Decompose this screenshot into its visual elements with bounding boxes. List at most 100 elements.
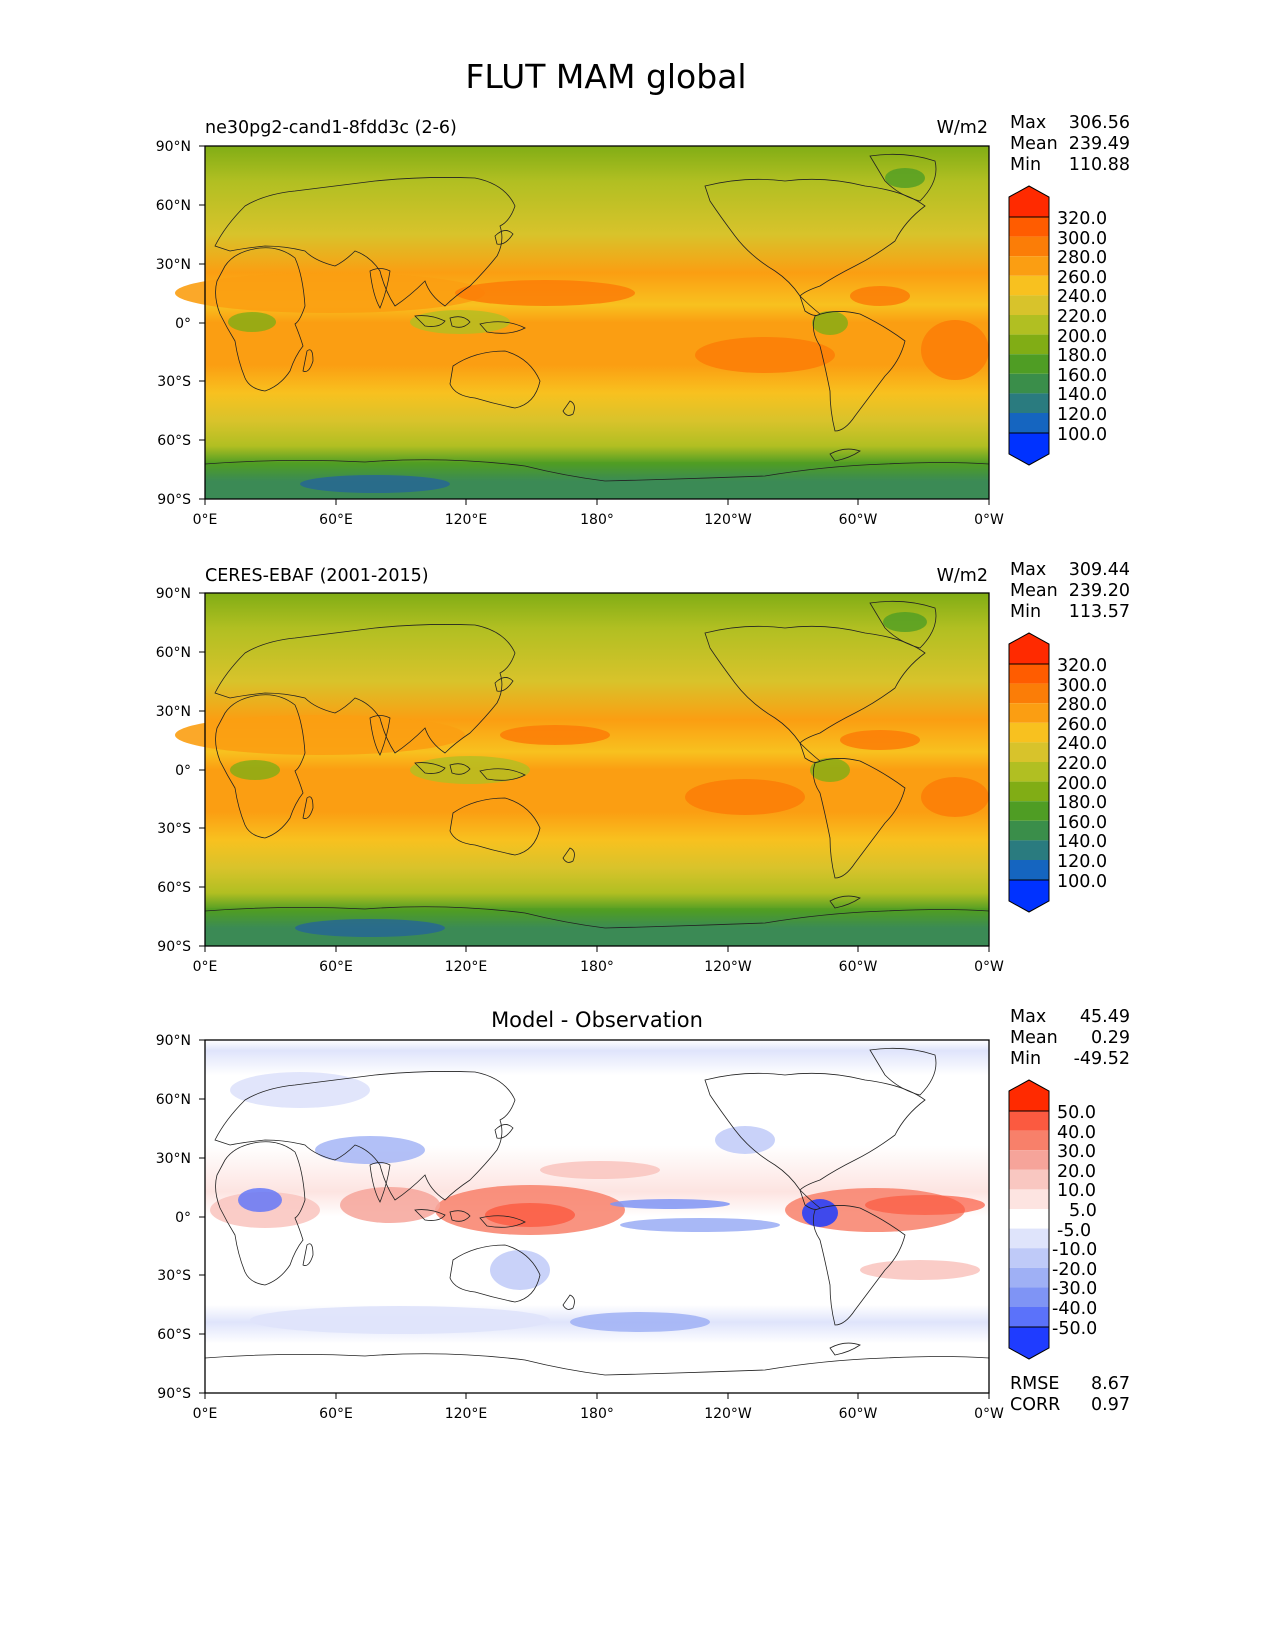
colorbar-band <box>1009 781 1049 802</box>
colorbar-band <box>1009 1209 1049 1229</box>
colorbar-band <box>1009 354 1049 374</box>
y-tick-label: 60°N <box>156 645 191 661</box>
colorbar-band <box>1009 1189 1049 1209</box>
metrics-block: RMSE 8.67 CORR 0.97 <box>1010 1374 1130 1415</box>
metric-value-corr: 0.97 <box>1091 1395 1130 1415</box>
y-tick-label: 60°S <box>157 880 191 896</box>
field-background <box>205 593 989 946</box>
field-feature <box>885 168 925 188</box>
y-axis: 90°N 60°N 30°N 0° 30°S 60°S 90°S <box>156 1033 205 1402</box>
colorbar-band <box>1009 742 1049 762</box>
field-feature <box>695 337 835 373</box>
colorbar-band <box>1009 1228 1049 1249</box>
x-tick-label: 0°W <box>974 959 1004 975</box>
colorbar-frame <box>1008 663 1050 881</box>
colorbar-tick-label: -40.0 <box>1052 1299 1097 1319</box>
metric-label-corr: CORR <box>1010 1395 1060 1415</box>
colorbar-tick-label: 300.0 <box>1057 229 1107 249</box>
colorbar-tick-label: -30.0 <box>1052 1279 1097 1299</box>
colorbar-band <box>1009 217 1049 237</box>
field-feature <box>620 1218 780 1232</box>
stat-label-max: Max <box>1010 1007 1046 1027</box>
stat-label-min: Min <box>1010 602 1041 622</box>
x-tick-label: 60°E <box>319 1406 353 1422</box>
y-axis: 90°N 60°N 30°N 0° 30°S 60°S 90°S <box>156 586 205 955</box>
field-feature <box>685 779 805 815</box>
stat-label-min: Min <box>1010 155 1041 175</box>
colorbar-band <box>1009 1130 1049 1151</box>
stat-value-min: 113.57 <box>1069 602 1130 622</box>
x-tick-label: 180° <box>580 512 614 528</box>
field-feature <box>175 715 465 755</box>
stats-block: Max 309.44 Mean 239.20 Min 113.57 <box>1010 560 1130 622</box>
field-feature <box>205 462 989 499</box>
field-feature <box>850 286 910 306</box>
field-feature <box>410 310 510 334</box>
field-feature <box>812 311 848 335</box>
colorbar-tick-label: 220.0 <box>1057 307 1107 327</box>
stat-label-max: Max <box>1010 560 1046 580</box>
colorbar-tick-label: 160.0 <box>1057 366 1107 386</box>
x-tick-label: 60°W <box>839 959 878 975</box>
colorbar-tick-label: 260.0 <box>1057 715 1107 735</box>
panel-diff: Model - Observation <box>156 1007 1130 1422</box>
colorbar-tick-label: 320.0 <box>1057 656 1107 676</box>
field-feature <box>865 1195 985 1215</box>
x-tick-label: 120°W <box>704 512 752 528</box>
stat-value-min: -49.52 <box>1074 1049 1130 1069</box>
field-feature <box>860 1260 980 1280</box>
colorbar-tick-label: 10.0 <box>1057 1181 1096 1201</box>
y-tick-label: 60°N <box>156 1092 191 1108</box>
x-tick-label: 60°W <box>839 512 878 528</box>
x-tick-label: 60°W <box>839 1406 878 1422</box>
stat-label-mean: Mean <box>1010 134 1058 154</box>
field-feature <box>175 273 485 313</box>
stat-label-mean: Mean <box>1010 581 1058 601</box>
colorbar-tick-label: 240.0 <box>1057 287 1107 307</box>
colorbar-tick-label: 280.0 <box>1057 695 1107 715</box>
x-tick-label: 0°E <box>193 1406 218 1422</box>
x-tick-label: 60°E <box>319 512 353 528</box>
colorbar: 320.0 300.0 280.0 260.0 240.0 220.0 200.… <box>1008 632 1107 913</box>
colorbar-band <box>1009 683 1049 704</box>
colorbar-extend-top <box>1008 1079 1050 1112</box>
colorbar-band <box>1009 664 1049 684</box>
field-feature <box>230 1072 370 1108</box>
x-tick-label: 120°E <box>445 959 488 975</box>
colorbar-band <box>1009 860 1049 880</box>
y-tick-label: 0° <box>175 1210 191 1226</box>
field-feature <box>810 758 850 782</box>
x-tick-label: 60°E <box>319 959 353 975</box>
y-tick-label: 90°N <box>156 139 191 155</box>
colorbar-tick-label: 20.0 <box>1057 1162 1096 1182</box>
field-feature <box>921 320 989 380</box>
colorbar-band <box>1009 295 1049 315</box>
colorbar-band <box>1009 840 1049 860</box>
colorbar-tick-label: -50.0 <box>1052 1319 1097 1339</box>
metric-value-rmse: 8.67 <box>1091 1374 1130 1394</box>
y-tick-label: 30°N <box>156 1151 191 1167</box>
y-tick-label: 90°S <box>157 939 191 955</box>
y-tick-label: 0° <box>175 763 191 779</box>
colorbar-tick-label: 240.0 <box>1057 734 1107 754</box>
panel-reference: CERES-EBAF (2001-2015) W/m2 <box>156 560 1130 975</box>
y-tick-label: 30°S <box>157 821 191 837</box>
colorbar-band <box>1009 1248 1049 1268</box>
x-tick-label: 120°W <box>704 959 752 975</box>
panel-title: ne30pg2-cand1-8fdd3c (2-6) <box>205 118 457 138</box>
field-feature <box>485 1203 575 1227</box>
colorbar-band <box>1009 762 1049 782</box>
colorbar-band <box>1009 413 1049 433</box>
field-feature <box>610 1199 730 1209</box>
field-feature <box>840 730 920 750</box>
panel-test: ne30pg2-cand1-8fdd3c (2-6) W/m2 <box>156 113 1130 528</box>
y-tick-label: 30°N <box>156 257 191 273</box>
field-feature <box>500 725 610 745</box>
colorbar-band <box>1009 820 1049 841</box>
x-tick-label: 120°E <box>445 1406 488 1422</box>
figure-title: FLUT MAM global <box>465 57 746 96</box>
colorbar-tick-label: -20.0 <box>1052 1260 1097 1280</box>
colorbar-tick-label: 100.0 <box>1057 872 1107 892</box>
colorbar-tick-label: -10.0 <box>1052 1240 1097 1260</box>
